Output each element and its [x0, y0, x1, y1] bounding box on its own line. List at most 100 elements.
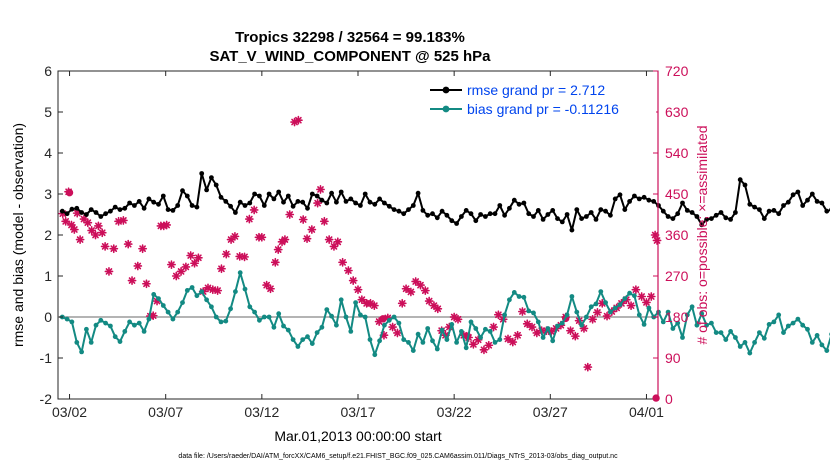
- rmse-point: [223, 199, 229, 204]
- obs-point-stroke: [222, 250, 230, 258]
- obs-point: [333, 237, 343, 247]
- bias-point: [814, 333, 820, 338]
- rmse-point: [382, 200, 387, 206]
- obs-point-stroke: [580, 325, 588, 332]
- bias-point: [64, 316, 70, 322]
- bias-point: [699, 311, 705, 317]
- obs-point: [602, 311, 612, 321]
- bias-point: [338, 297, 344, 303]
- obs-point: [230, 231, 240, 241]
- rmse-point: [814, 199, 820, 204]
- bias-point: [237, 270, 243, 276]
- rmse-point: [617, 192, 623, 198]
- obs-possible-point: [65, 188, 74, 197]
- obs-point-stroke: [412, 278, 420, 285]
- bias-point: [406, 340, 411, 345]
- obs-point: [138, 244, 148, 254]
- obs-point: [416, 280, 425, 290]
- obs-point-stroke: [523, 320, 531, 328]
- rmse-point: [98, 214, 104, 219]
- bias-point: [281, 323, 286, 329]
- obs-point-stroke: [120, 217, 127, 224]
- obs-point-stroke: [286, 211, 294, 218]
- rmse-point: [189, 203, 195, 208]
- bias-point: [483, 326, 488, 332]
- obs-point-stroke: [434, 305, 442, 313]
- bias-point: [223, 318, 229, 324]
- rmse-point: [545, 212, 551, 217]
- obs-point-stroke: [425, 297, 433, 305]
- rmse-point: [781, 203, 786, 208]
- bias-point: [151, 292, 157, 297]
- rmse-point: [684, 208, 690, 213]
- bias-point: [112, 334, 118, 340]
- obs-point: [343, 266, 353, 275]
- obs-point-stroke: [402, 285, 410, 293]
- obs-point-stroke: [134, 262, 142, 270]
- bias-point: [766, 322, 772, 327]
- obs-point: [637, 292, 647, 301]
- legend: rmse grand pr = 2.712 bias grand pr = -0…: [424, 78, 656, 120]
- legend-rmse-marker: [442, 86, 450, 94]
- rmse-point: [252, 191, 257, 197]
- obs-point-stroke: [308, 226, 316, 233]
- obs-point: [162, 220, 172, 230]
- rmse-point: [396, 208, 402, 214]
- rmse-point: [343, 199, 349, 204]
- bias-point: [295, 344, 301, 349]
- obs-point: [357, 295, 367, 305]
- bias-point: [93, 322, 99, 328]
- obs-point: [249, 205, 259, 215]
- obs-point-stroke: [163, 221, 170, 229]
- rmse-point: [112, 204, 118, 210]
- rmse-point: [285, 193, 291, 199]
- obs-point: [190, 258, 199, 268]
- bias-point: [675, 320, 681, 326]
- rmse-point: [675, 211, 681, 217]
- rmse-point: [584, 214, 589, 219]
- rmse-point: [194, 204, 200, 210]
- rmse-point: [555, 216, 560, 222]
- rmse-point: [271, 196, 277, 202]
- rmse-point: [257, 193, 262, 199]
- rmse-point: [247, 200, 253, 206]
- rmse-point: [526, 211, 532, 217]
- rmse-series: [59, 171, 830, 233]
- obs-point: [348, 276, 358, 285]
- rmse-point: [766, 208, 772, 214]
- bias-point: [632, 293, 637, 299]
- rmse-point: [608, 212, 613, 218]
- bias-point: [459, 329, 464, 334]
- bias-point: [555, 323, 560, 329]
- rmse-point: [574, 207, 580, 213]
- right-y-tick-label: 450: [665, 186, 689, 202]
- right-y-tick-label: 90: [665, 350, 681, 366]
- obs-point: [280, 235, 290, 244]
- obs-point-stroke: [389, 323, 396, 331]
- obs-point: [171, 271, 181, 281]
- rmse-point: [598, 207, 604, 213]
- obs-point: [176, 267, 186, 276]
- rmse-point: [103, 211, 108, 217]
- bias-point: [184, 288, 190, 293]
- bias-point: [689, 304, 695, 310]
- obs-point: [411, 277, 421, 286]
- x-tick-label: 03/02: [52, 404, 87, 420]
- obs-point: [133, 261, 143, 271]
- obs-point: [142, 279, 151, 289]
- bias-series: [59, 270, 830, 358]
- bias-point: [800, 322, 806, 328]
- bias-point: [141, 329, 147, 334]
- obs-possible-point: [379, 315, 387, 323]
- rmse-point: [713, 212, 719, 218]
- bias-point: [84, 326, 89, 332]
- rmse-point: [689, 210, 695, 215]
- obs-point: [593, 308, 602, 317]
- rmse-point: [742, 182, 748, 188]
- rmse-point: [627, 199, 632, 204]
- bias-point: [439, 327, 445, 333]
- obs-point: [631, 285, 641, 295]
- rmse-point: [733, 210, 738, 215]
- obs-point-stroke: [250, 206, 258, 214]
